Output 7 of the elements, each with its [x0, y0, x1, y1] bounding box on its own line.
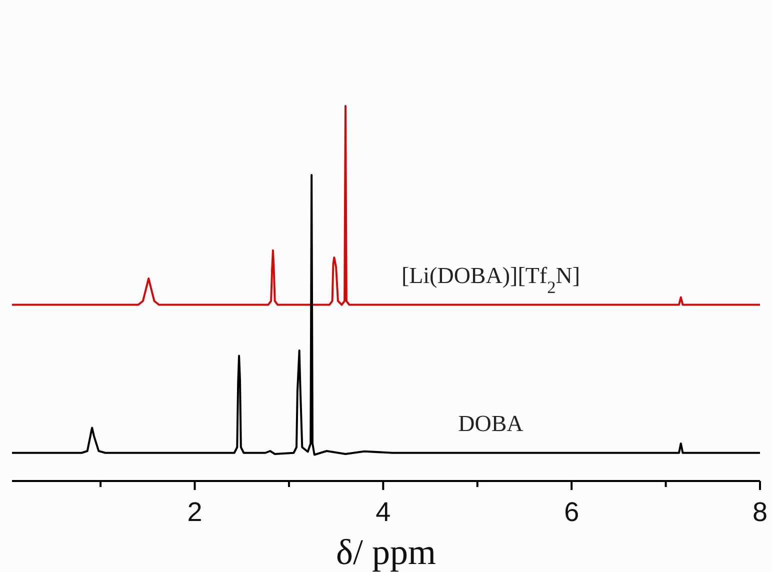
x-tick-label: 2 [187, 497, 202, 527]
x-tick-label: 8 [752, 497, 768, 527]
series-label: [Li(DOBA)][Tf$_{2}$N] [401, 262, 580, 296]
x-axis-title: δ/ ppm [336, 532, 436, 572]
x-tick-label: 4 [376, 497, 391, 527]
x-tick-label: 6 [564, 497, 580, 527]
series-label: DOBA [458, 410, 524, 436]
